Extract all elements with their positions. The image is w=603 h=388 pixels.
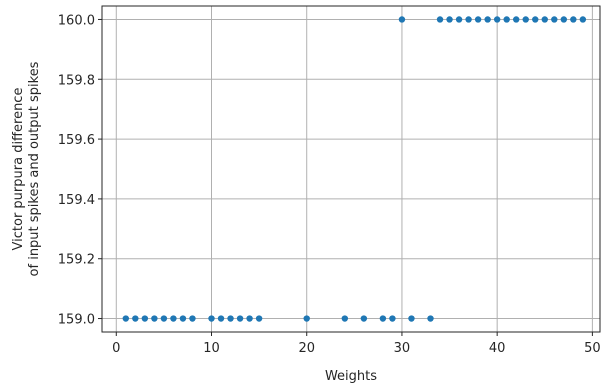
data-point: [455, 16, 463, 23]
x-tick-label: 40: [489, 341, 506, 356]
grid-lines: [102, 6, 600, 332]
data-point: [255, 315, 263, 322]
data-point: [522, 16, 529, 23]
data-point: [132, 315, 139, 322]
data-point: [160, 315, 168, 322]
data-point: [208, 315, 215, 322]
data-point: [513, 16, 520, 23]
data-point: [446, 16, 453, 23]
y-tick-label: 159.2: [58, 253, 95, 268]
data-point: [303, 315, 310, 322]
data-point: [484, 16, 491, 23]
data-point: [227, 315, 234, 322]
data-point: [579, 16, 587, 23]
data-point: [141, 315, 149, 322]
data-point: [465, 16, 472, 23]
data-point: [151, 315, 158, 322]
data-point: [179, 315, 187, 322]
data-point: [436, 16, 444, 23]
x-tick-label: 0: [112, 341, 120, 356]
data-point: [570, 16, 577, 23]
data-point: [379, 315, 387, 322]
data-point: [560, 16, 568, 23]
x-tick-label: 30: [394, 341, 411, 356]
y-axis-ticks: 159.0 159.2 159.4 159.6 159.8 160.0: [58, 13, 102, 328]
x-axis-label: Weights: [325, 369, 377, 384]
y-axis-label-2: of input spikes and output spikes: [27, 61, 42, 276]
data-point: [389, 315, 396, 322]
data-point: [236, 315, 244, 322]
data-point: [360, 315, 368, 322]
data-point: [217, 315, 225, 322]
y-axis-label: Victor purpura difference: [11, 88, 26, 251]
data-point: [122, 315, 130, 322]
x-tick-label: 50: [584, 341, 601, 356]
data-point: [427, 315, 434, 322]
y-tick-label: 159.0: [58, 313, 95, 328]
y-tick-label: 160.0: [58, 13, 95, 28]
y-axis-label-line-1: Victor purpura difference: [11, 88, 26, 251]
x-tick-label: 10: [203, 341, 220, 356]
data-point: [493, 16, 501, 23]
data-points: [122, 16, 587, 322]
y-tick-label: 159.8: [58, 73, 95, 88]
y-tick-label: 159.4: [58, 193, 95, 208]
data-point: [398, 16, 406, 23]
y-axis-label-line-2: of input spikes and output spikes: [27, 61, 42, 276]
y-tick-label: 159.6: [58, 133, 95, 148]
data-point: [474, 16, 482, 23]
x-axis-ticks: 0 10 20 30 40 50: [112, 332, 601, 356]
data-point: [341, 315, 349, 322]
data-point: [408, 315, 415, 322]
data-point: [503, 16, 510, 23]
data-point: [541, 16, 548, 23]
data-point: [532, 16, 539, 23]
data-point: [170, 315, 177, 322]
data-point: [551, 16, 558, 23]
data-point: [189, 315, 196, 322]
data-point: [246, 315, 253, 322]
plot-frame: [101, 5, 601, 333]
x-tick-label: 20: [298, 341, 315, 356]
